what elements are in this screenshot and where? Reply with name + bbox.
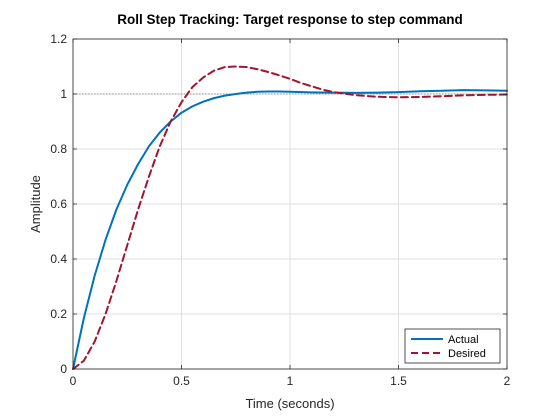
legend-box — [404, 328, 501, 364]
y-tick-label: 1.2 — [50, 32, 67, 46]
series-line-actual — [72, 89, 508, 370]
series-line-desired — [72, 65, 508, 370]
x-tick-label: 1 — [287, 374, 294, 388]
x-axis-label: Time (seconds) — [245, 396, 334, 411]
legend: Actual Desired — [404, 328, 501, 364]
y-tick-label: 0 — [60, 362, 67, 376]
y-tick-label: 1 — [60, 87, 67, 101]
legend-label-desired: Desired — [448, 348, 486, 360]
x-tick-label: 0 — [70, 374, 77, 388]
y-tick-label: 0.2 — [50, 307, 67, 321]
y-tick-label: 0.8 — [50, 142, 67, 156]
legend-label-actual: Actual — [448, 334, 479, 346]
chart-title: Roll Step Tracking: Target response to s… — [117, 12, 463, 27]
y-axis-label: Amplitude — [28, 175, 43, 233]
plot-area: 0 0.5 1 1.5 2 0 0.2 0.4 0.6 0.8 1 1.2 — [50, 32, 510, 388]
y-tick-label: 0.6 — [50, 197, 67, 211]
x-tick-label: 0.5 — [173, 374, 190, 388]
x-tick-label: 2 — [504, 374, 511, 388]
y-tick-label: 0.4 — [50, 252, 67, 266]
x-tick-label: 1.5 — [390, 374, 407, 388]
